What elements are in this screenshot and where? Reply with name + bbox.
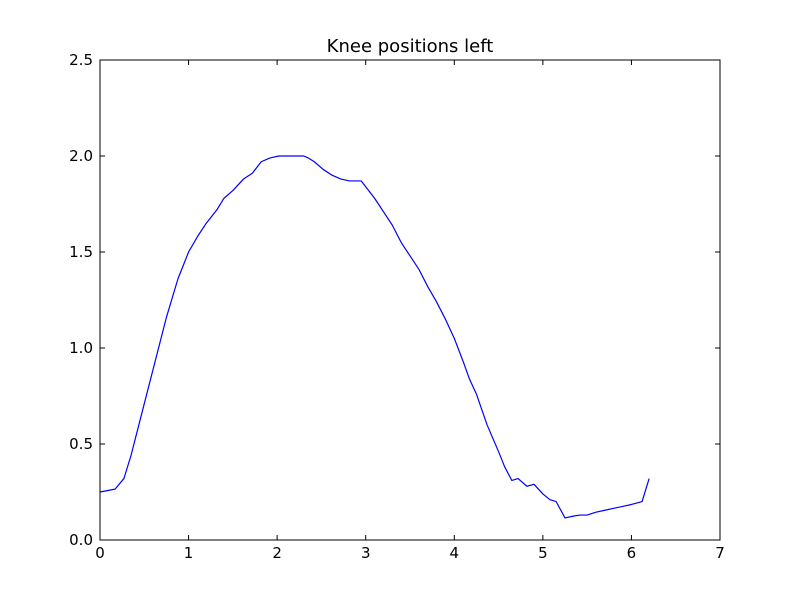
x-tick-label: 3 bbox=[361, 544, 371, 562]
x-tick-label: 1 bbox=[184, 544, 194, 562]
x-tick-label: 2 bbox=[272, 544, 282, 562]
x-tick-label: 0 bbox=[95, 544, 105, 562]
chart-title: Knee positions left bbox=[327, 36, 494, 57]
x-tick-label: 5 bbox=[538, 544, 548, 562]
plot-frame bbox=[99, 59, 721, 541]
series-layer bbox=[99, 155, 650, 519]
y-tick-label: 0.5 bbox=[69, 435, 93, 453]
series-line bbox=[99, 155, 650, 519]
ticks-layer: 0 1 2 3 4 5 6 7 0.0 0.5 1.0 1.5 2.0 2.5 bbox=[69, 51, 725, 562]
y-tick-label: 0.0 bbox=[69, 531, 93, 549]
y-tick-label: 1.0 bbox=[69, 339, 93, 357]
y-tick-label: 2.0 bbox=[69, 147, 93, 165]
x-tick-label: 4 bbox=[450, 544, 460, 562]
y-tick-label: 2.5 bbox=[69, 51, 93, 69]
x-tick-label: 6 bbox=[627, 544, 637, 562]
x-tick-label: 7 bbox=[715, 544, 725, 562]
y-tick-label: 1.5 bbox=[69, 243, 93, 261]
